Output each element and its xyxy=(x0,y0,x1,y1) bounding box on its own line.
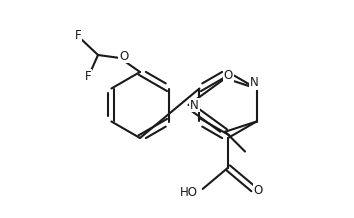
Text: O: O xyxy=(224,69,233,82)
Text: F: F xyxy=(75,29,81,41)
Text: N: N xyxy=(250,76,259,89)
Text: O: O xyxy=(254,184,263,198)
Text: O: O xyxy=(119,49,129,63)
Text: HO: HO xyxy=(180,186,198,199)
Text: F: F xyxy=(85,70,91,82)
Text: N: N xyxy=(190,99,199,111)
